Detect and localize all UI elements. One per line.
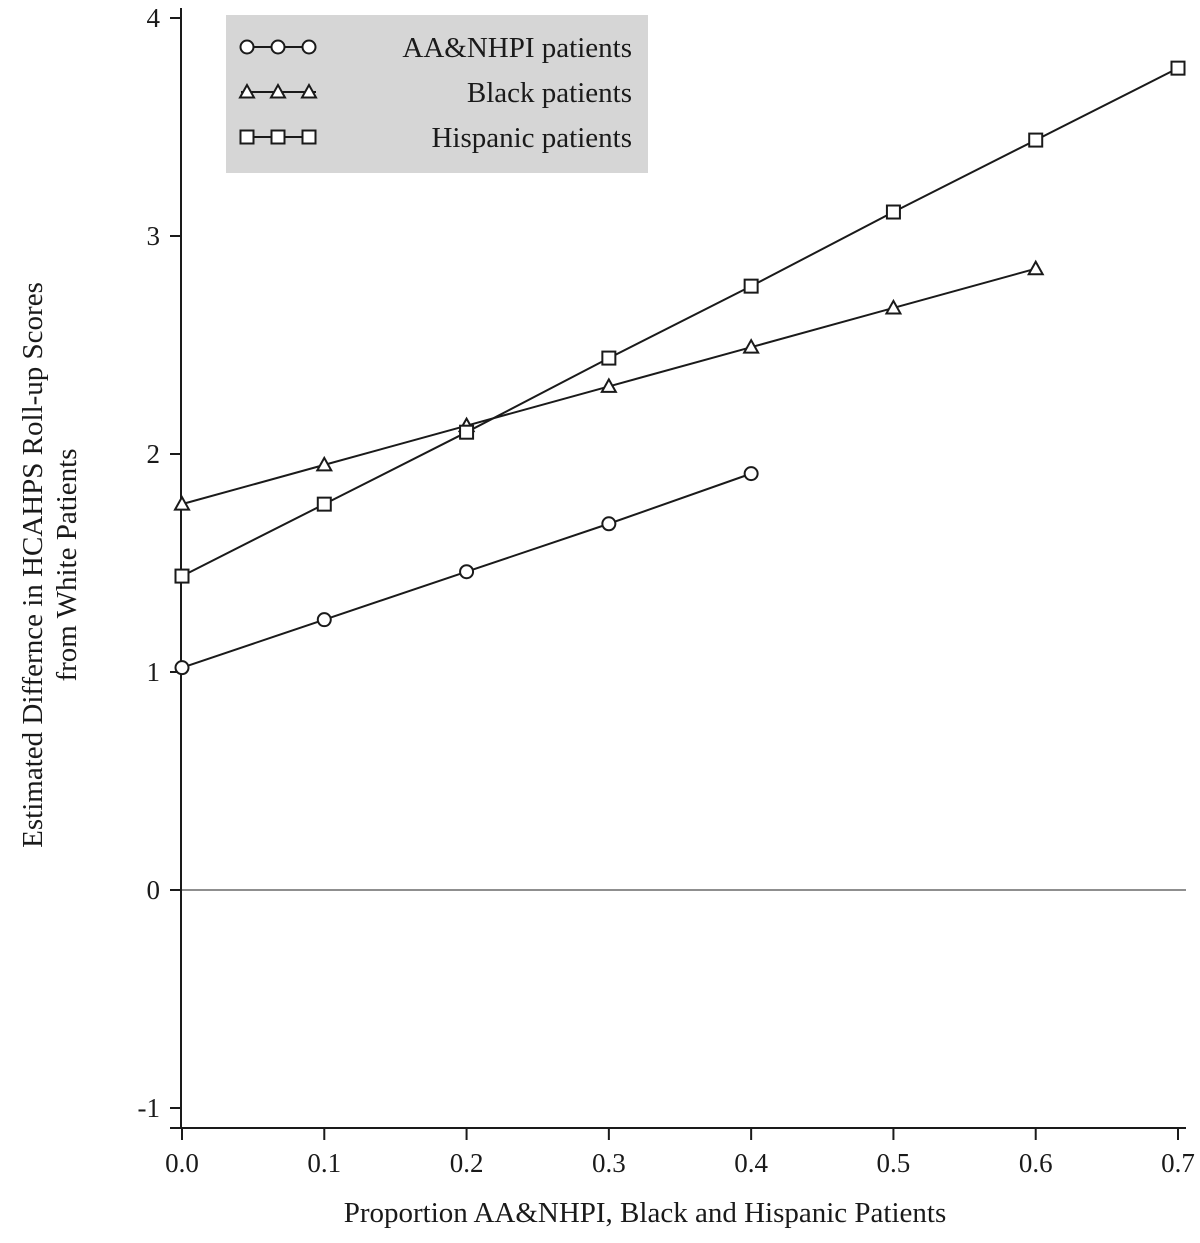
circle-marker bbox=[459, 564, 475, 580]
x-tick-label: 0.1 bbox=[307, 1148, 341, 1178]
triangle-marker bbox=[238, 82, 256, 99]
legend: AA&NHPI patients Black patients Hispanic p… bbox=[226, 15, 648, 173]
x-tick-label: 0.4 bbox=[734, 1148, 768, 1178]
triangle-marker bbox=[173, 495, 191, 511]
series-layer bbox=[173, 60, 1186, 676]
series-square bbox=[174, 60, 1186, 584]
x-tick-label: 0.5 bbox=[877, 1148, 911, 1178]
circle-marker bbox=[301, 39, 317, 55]
series-circle bbox=[174, 466, 759, 676]
y-tick-label: 0 bbox=[147, 875, 161, 905]
series-triangle bbox=[173, 259, 1045, 511]
legend-entry: Hispanic patients bbox=[239, 122, 632, 154]
y-tick-label: 2 bbox=[147, 439, 161, 469]
x-axis-label: Proportion AA&NHPI, Black and Hispanic P… bbox=[344, 1197, 947, 1229]
square-marker bbox=[1028, 132, 1044, 148]
circle-marker bbox=[174, 660, 190, 676]
circle-marker bbox=[270, 39, 286, 55]
legend-entry: AA&NHPI patients bbox=[239, 32, 632, 64]
circle-marker bbox=[743, 466, 759, 482]
square-marker bbox=[743, 278, 759, 294]
x-tick-label: 0.2 bbox=[450, 1148, 484, 1178]
triangle-marker bbox=[269, 82, 287, 99]
y-axis-label-line: Estimated Differnce in HCAHPS Roll-up Sc… bbox=[17, 282, 49, 848]
square-marker bbox=[301, 129, 317, 145]
circle-marker bbox=[239, 39, 255, 55]
legend-entry: Black patients bbox=[238, 77, 632, 109]
x-tick-label: 0.6 bbox=[1019, 1148, 1053, 1178]
square-marker bbox=[885, 204, 901, 220]
circle-marker bbox=[601, 516, 617, 532]
square-marker bbox=[174, 568, 190, 584]
triangle-marker bbox=[300, 82, 318, 99]
y-axis-label: Estimated Differnce in HCAHPS Roll-up Sc… bbox=[17, 282, 83, 848]
y-tick-label: 1 bbox=[147, 657, 161, 687]
square-marker bbox=[459, 424, 475, 440]
circle-marker bbox=[316, 612, 332, 628]
x-tick-label: 0.3 bbox=[592, 1148, 626, 1178]
legend-label: Black patients bbox=[467, 77, 632, 109]
triangle-marker bbox=[1027, 259, 1045, 276]
axes: -1 0 1 2 3 4 0.0 0.1 0.2 0.3 0.4 0.5 0.6 0.7 bbox=[138, 3, 1195, 1178]
triangle-marker bbox=[884, 298, 903, 315]
x-tick-label: 0.7 bbox=[1161, 1148, 1195, 1178]
square-marker bbox=[270, 129, 286, 145]
y-tick-label: 4 bbox=[147, 3, 161, 33]
square-marker bbox=[601, 350, 617, 366]
y-tick-label: -1 bbox=[138, 1093, 161, 1123]
triangle-marker bbox=[315, 455, 333, 472]
triangle-marker bbox=[600, 377, 618, 393]
legend-box bbox=[226, 15, 648, 173]
legend-label: Hispanic patients bbox=[431, 122, 632, 154]
legend-label: AA&NHPI patients bbox=[402, 32, 632, 64]
square-marker bbox=[239, 129, 255, 145]
square-marker bbox=[316, 496, 332, 512]
y-axis-label-line: from White Patients bbox=[51, 448, 83, 681]
square-marker bbox=[1170, 60, 1186, 76]
triangle-marker bbox=[742, 338, 760, 354]
y-tick-label: 3 bbox=[147, 221, 161, 251]
series-line bbox=[181, 67, 1179, 577]
x-tick-label: 0.0 bbox=[165, 1148, 199, 1178]
